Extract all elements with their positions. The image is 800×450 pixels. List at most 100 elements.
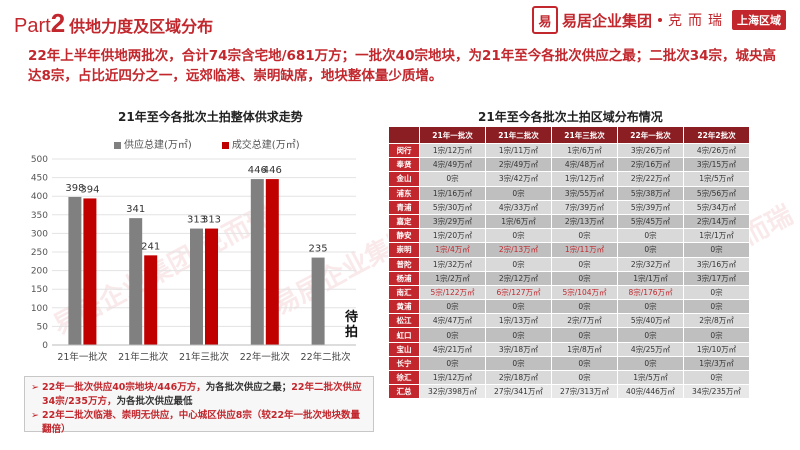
data-label: 398 [65, 183, 84, 194]
bar [129, 218, 143, 345]
table-header-cell: 22年2批次 [683, 126, 750, 144]
table-cell: 1宗/10万㎡ [683, 341, 750, 357]
table-cell: 2宗/16万㎡ [617, 157, 684, 173]
region-tag: 上海区域 [732, 10, 786, 30]
district-name: 宝山 [388, 341, 420, 357]
table-row: 金山 0宗 3宗/42万㎡ 1宗/12万㎡ 2宗/22万㎡ 1宗/5万㎡ [388, 171, 750, 187]
table-cell: 1宗/12万㎡ [419, 369, 486, 386]
y-tick-label: 350 [31, 211, 48, 221]
brand-name: 克而瑞 [668, 13, 728, 29]
table-cell: 0宗 [551, 299, 618, 315]
table-cell: 4宗/49万㎡ [419, 157, 486, 173]
chart-title: 21年至今各批次土拍整体供求走势 [118, 110, 303, 124]
table-cell: 5宗/38万㎡ [617, 185, 684, 201]
company-name: 易居企业集团 [561, 11, 652, 30]
table-cell: 0宗 [617, 228, 684, 244]
table-row: 宝山 4宗/21万㎡ 3宗/18万㎡ 1宗/8万㎡ 4宗/25万㎡ 1宗/10万㎡ [388, 341, 750, 357]
table-cell: 40宗/446万㎡ [617, 384, 684, 400]
table-cell: 3宗/42万㎡ [485, 171, 552, 187]
table-cell: 4宗/21万㎡ [419, 341, 486, 357]
data-label: 313 [187, 215, 206, 226]
table-cell: 2宗/18万㎡ [485, 369, 552, 386]
table-cell: 0宗 [617, 242, 684, 258]
table-cell: 0宗 [617, 299, 684, 315]
table-cell: 1宗/11万㎡ [551, 242, 618, 258]
table-cell: 0宗 [551, 256, 618, 272]
chart-legend: 供应总建(万㎡) 成交总建(万㎡) [114, 136, 300, 151]
seal-icon: 易 [531, 6, 558, 34]
table-cell: 2宗/22万㎡ [617, 171, 684, 187]
table-cell: 4宗/33万㎡ [485, 199, 552, 215]
table-row: 奉贤 4宗/49万㎡ 2宗/49万㎡ 4宗/48万㎡ 2宗/16万㎡ 3宗/15万㎡ [388, 157, 750, 173]
table-cell: 34宗/235万㎡ [683, 384, 750, 400]
table-cell: 0宗 [419, 299, 486, 315]
table-cell: 0宗 [683, 327, 750, 343]
bar [205, 228, 218, 345]
table-cell: 7宗/39万㎡ [551, 199, 618, 215]
y-tick-label: 200 [31, 267, 48, 277]
table-cell: 0宗 [485, 185, 552, 201]
table-cell: 2宗/32万㎡ [617, 256, 684, 272]
x-tick-label: 22年一批次 [240, 351, 291, 363]
bar [311, 257, 325, 345]
data-label: 341 [126, 204, 145, 215]
table-cell: 2宗/49万㎡ [485, 157, 552, 173]
table-cell: 4宗/25万㎡ [617, 341, 684, 357]
y-tick-label: 0 [42, 341, 48, 351]
table-cell: 2宗/13万㎡ [551, 213, 618, 230]
bar [83, 198, 97, 345]
table-cell: 1宗/2万㎡ [419, 270, 486, 286]
company-logo: 易 易居企业集团 克而瑞 上海区域 [531, 6, 786, 34]
data-label: 446 [263, 165, 282, 176]
note-2: ➢ 22年二批次临港、崇明无供应，中心城区供应8宗（较22年一批次地块数量翻倍） [31, 410, 361, 435]
table-row: 崇明 1宗/4万㎡ 2宗/13万㎡ 1宗/11万㎡ 0宗 0宗 [388, 242, 750, 258]
legend-swatch-icon [221, 141, 229, 149]
table-cell: 0宗 [617, 327, 684, 343]
arrow-icon: ➢ [31, 382, 39, 393]
district-name: 长宁 [388, 355, 420, 372]
table-cell: 5宗/122万㎡ [419, 284, 486, 301]
table-cell: 2宗/8万㎡ [683, 313, 750, 329]
table-cell: 3宗/18万㎡ [485, 341, 552, 357]
note-1: ➢ 22年一批次供应40宗地块/446万方，为各批次供应之最；22年二批次供应3… [31, 382, 362, 407]
district-name: 闵行 [388, 142, 420, 159]
district-name: 黄浦 [388, 299, 420, 315]
table-cell: 1宗/3万㎡ [683, 355, 750, 372]
y-tick-label: 300 [31, 229, 48, 239]
table-cell: 3宗/29万㎡ [419, 213, 486, 230]
district-name: 杨浦 [388, 270, 420, 286]
table-cell: 0宗 [485, 355, 552, 372]
table-cell: 1宗/12万㎡ [551, 171, 618, 187]
table-cell: 0宗 [551, 327, 618, 343]
table-cell: 0宗 [551, 369, 618, 386]
table-row: 汇总 32宗/398万㎡ 27宗/341万㎡ 27宗/313万㎡ 40宗/446万㎡ 34… [388, 384, 750, 400]
table-cell: 1宗/5万㎡ [683, 171, 750, 187]
bar [190, 228, 203, 345]
district-name: 徐汇 [388, 369, 420, 386]
bar [265, 179, 279, 345]
table-row: 嘉定 3宗/29万㎡ 1宗/6万㎡ 2宗/13万㎡ 5宗/45万㎡ 2宗/14万㎡ [388, 213, 750, 230]
section-title: 供地力度及区域分布 [69, 17, 214, 36]
table-row: 虹口 0宗 0宗 0宗 0宗 0宗 [388, 327, 750, 343]
district-table: 21年一批次 21年二批次 21年三批次 22年一批次 22年2批次 闵行 1宗/12万㎡… [388, 126, 750, 400]
district-name: 汇总 [388, 384, 420, 400]
table-cell: 3宗/26万㎡ [617, 142, 684, 159]
table-row: 长宁 0宗 0宗 0宗 0宗 1宗/3万㎡ [388, 355, 750, 372]
table-cell: 1宗/6万㎡ [485, 213, 552, 230]
table-cell: 0宗 [419, 355, 486, 372]
table-cell: 2宗/14万㎡ [683, 213, 750, 230]
legend-item-deal: 成交总建(万㎡) [221, 136, 300, 151]
table-cell: 27宗/313万㎡ [551, 384, 618, 400]
district-name: 金山 [388, 171, 420, 187]
table-row: 普陀 1宗/32万㎡ 0宗 0宗 2宗/32万㎡ 3宗/16万㎡ [388, 256, 750, 272]
x-tick-label: 21年三批次 [179, 351, 230, 363]
page-title: Part 2 供地力度及区域分布 [14, 8, 213, 39]
table-header-cell [388, 126, 420, 144]
table-cell: 3宗/17万㎡ [683, 270, 750, 286]
table-cell: 1宗/6万㎡ [551, 142, 618, 159]
table-row: 静安 1宗/20万㎡ 0宗 0宗 0宗 1宗/1万㎡ [388, 228, 750, 244]
legend-swatch-icon [114, 141, 121, 149]
table-title: 21年至今各批次土拍区域分布情况 [478, 110, 663, 124]
x-tick-label: 21年二批次 [118, 351, 169, 363]
table-cell: 3宗/16万㎡ [683, 256, 750, 272]
